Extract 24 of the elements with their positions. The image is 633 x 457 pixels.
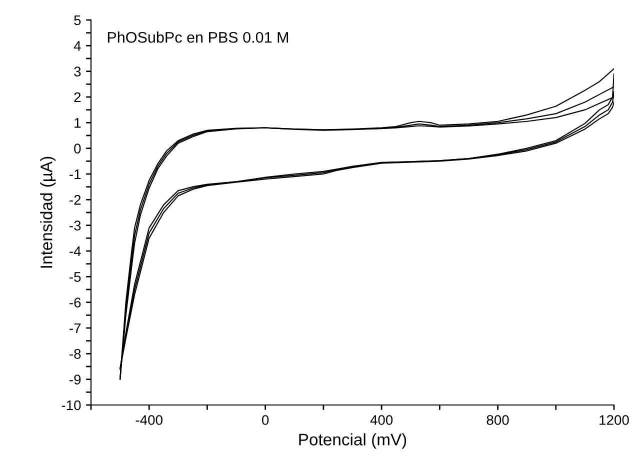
y-tick-label: 0 [74,144,81,154]
y-axis-title: Intensidad (µA) [40,156,56,268]
y-tick-label: -8 [70,349,81,359]
x-tick-label: 400 [370,415,393,425]
y-tick-label: 1 [74,118,81,128]
x-axis-title: Potencial (mV) [299,433,406,449]
y-tick-label: 3 [74,66,81,77]
x-tick-label: 0 [262,415,269,425]
x-tick-label: 800 [486,415,509,425]
y-tick-label: -4 [70,246,81,256]
y-tick-label: -2 [70,195,81,205]
x-tick-label: 1200 [600,415,629,425]
y-tick-label: -9 [70,374,81,385]
y-tick-label: -10 [62,400,81,410]
y-tick-label: 2 [74,92,81,102]
y-tick-label: -7 [70,323,81,334]
y-tick-label: -1 [70,169,81,180]
x-tick-label: -400 [136,415,162,425]
y-tick-label: 4 [74,41,81,51]
y-tick-label: -6 [70,298,81,308]
text: PhOSubPc en PBS 0.01 M [108,32,288,43]
y-tick-label: 5 [74,15,81,26]
y-tick-label: -5 [70,272,81,282]
y-tick-label: -3 [70,220,81,231]
